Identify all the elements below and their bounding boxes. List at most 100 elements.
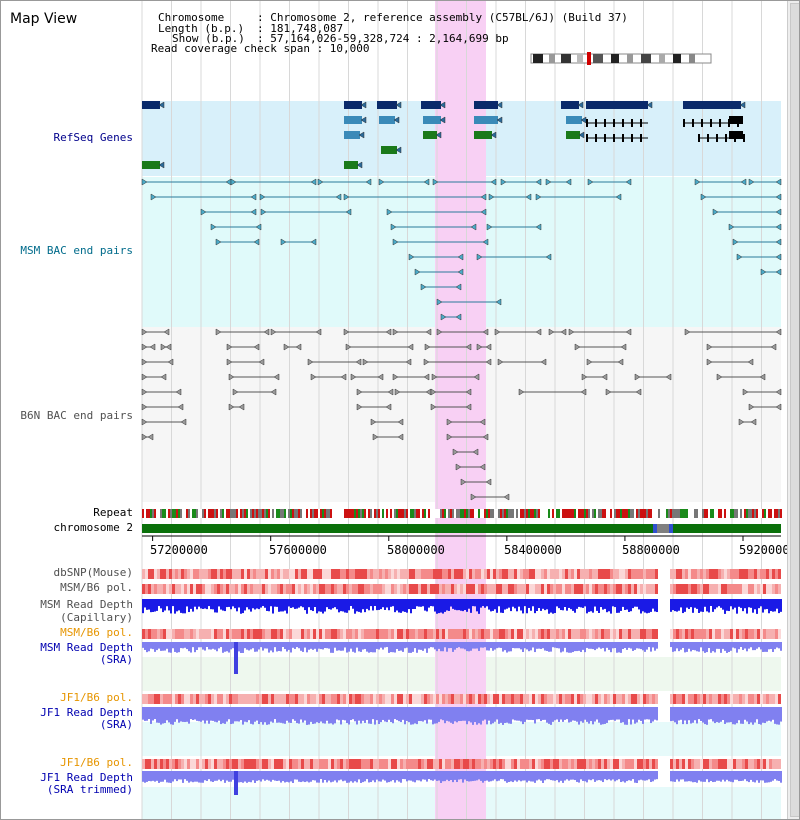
polymorphism-cell	[598, 759, 601, 769]
polymorphism-cell	[331, 629, 334, 639]
read-depth-bar	[300, 599, 302, 607]
jf1-depth-trimmed-label[interactable]: JF1 Read Depth	[40, 771, 133, 784]
read-depth-bar	[142, 771, 144, 782]
b6n-bac-end	[518, 388, 525, 396]
refseq-exon	[692, 119, 694, 127]
polymorphism-cell	[505, 759, 508, 769]
msm-bac-end	[392, 238, 399, 246]
polymorphism-cell	[727, 584, 730, 594]
read-depth-bar	[484, 707, 486, 720]
read-depth-bar	[424, 707, 426, 721]
polymorphism-cell	[682, 694, 685, 704]
msm-depth-capillary-label[interactable]: MSM Read Depth	[40, 598, 133, 611]
repeat-mark	[320, 509, 322, 518]
b6n-bac-label[interactable]: B6N BAC end pairs	[20, 409, 133, 422]
read-depth-bar	[720, 599, 722, 608]
polymorphism-cell	[769, 584, 772, 594]
msm-bac-end	[310, 178, 317, 186]
read-depth-bar	[688, 771, 690, 782]
polymorphism-cell	[256, 694, 259, 704]
read-depth-bar	[604, 771, 606, 780]
read-depth-bar	[600, 771, 602, 781]
repeat-mark	[762, 509, 764, 518]
b6n-bac-end	[141, 433, 148, 441]
polymorphism-cell	[523, 694, 526, 704]
msm-bac-end	[525, 193, 532, 201]
refseq-gene-feature	[344, 116, 362, 124]
repeat-mark	[640, 509, 642, 518]
polymorphism-cell	[175, 584, 178, 594]
polymorphism-cell	[289, 694, 292, 704]
polymorphism-cell	[481, 584, 484, 594]
read-depth-bar	[346, 642, 348, 653]
read-depth-bar	[306, 599, 308, 614]
polymorphism-cell	[367, 629, 370, 639]
polymorphism-cell	[628, 584, 631, 594]
polymorphism-cell	[373, 629, 376, 639]
refseq-exon	[586, 119, 588, 127]
polymorphism-cell	[289, 629, 292, 639]
jf1-pol-label[interactable]: JF1/B6 pol.	[60, 691, 133, 704]
read-depth-bar	[458, 642, 460, 648]
read-depth-bar	[618, 642, 620, 653]
read-depth-bar	[474, 642, 476, 649]
read-depth-bar	[640, 707, 642, 721]
read-depth-bar	[726, 642, 728, 653]
repeat-mark	[252, 509, 254, 518]
msm-pol-label[interactable]: MSM/B6 pol.	[60, 581, 133, 594]
polymorphism-cell	[298, 569, 301, 579]
msm-pol2-label[interactable]: MSM/B6 pol.	[60, 626, 133, 639]
read-depth-bar	[692, 642, 694, 650]
read-depth-bar	[506, 599, 508, 609]
polymorphism-cell	[442, 694, 445, 704]
polymorphism-cell	[181, 759, 184, 769]
dbsnp-label[interactable]: dbSNP(Mouse)	[53, 566, 133, 579]
read-depth-bar	[550, 771, 552, 781]
read-depth-bar	[178, 642, 180, 653]
read-depth-bar	[456, 642, 458, 648]
polymorphism-cell	[763, 629, 766, 639]
repeat-mark	[734, 509, 736, 518]
read-depth-bar	[722, 771, 724, 780]
polymorphism-cell	[700, 569, 703, 579]
read-depth-bar	[248, 771, 250, 782]
read-depth-bar	[646, 599, 648, 614]
polymorphism-cell	[523, 584, 526, 594]
repeat-mark	[654, 509, 656, 518]
vertical-scrollbar[interactable]	[787, 1, 799, 819]
read-depth-bar	[454, 642, 456, 650]
read-depth-bar	[774, 642, 776, 650]
msm-bac-label[interactable]: MSM BAC end pairs	[20, 244, 133, 257]
jf1-pol2-label[interactable]: JF1/B6 pol.	[60, 756, 133, 769]
read-depth-bar	[474, 771, 476, 781]
read-depth-bar	[728, 771, 730, 782]
polymorphism-cell	[454, 584, 457, 594]
read-depth-bar	[422, 771, 424, 780]
repeat-mark	[210, 509, 212, 518]
polymorphism-cell	[754, 629, 757, 639]
polymorphism-cell	[163, 584, 166, 594]
repeat-mark	[662, 509, 664, 518]
read-depth-bar	[424, 642, 426, 649]
polymorphism-cell	[325, 694, 328, 704]
read-depth-bar	[718, 707, 720, 723]
polymorphism-cell	[778, 694, 781, 704]
read-depth-bar	[558, 707, 560, 722]
read-depth-bar	[148, 642, 150, 652]
read-depth-bar	[220, 642, 222, 648]
read-depth-bar	[314, 707, 316, 724]
read-depth-bar	[238, 707, 240, 722]
jf1-depth-sra-label[interactable]: JF1 Read Depth	[40, 706, 133, 719]
refseq-genes-label[interactable]: RefSeq Genes	[53, 131, 133, 144]
repeat-mark	[712, 509, 714, 518]
repeat-mark	[230, 509, 232, 518]
read-depth-bar	[572, 771, 574, 780]
polymorphism-cell	[499, 569, 502, 579]
msm-depth-sra-label[interactable]: MSM Read Depth	[40, 641, 133, 654]
read-depth-bar	[408, 707, 410, 723]
read-depth-bar	[530, 642, 532, 651]
scrollbar-thumb[interactable]	[790, 3, 799, 817]
polymorphism-cell	[520, 569, 523, 579]
polymorphism-cell	[466, 629, 469, 639]
